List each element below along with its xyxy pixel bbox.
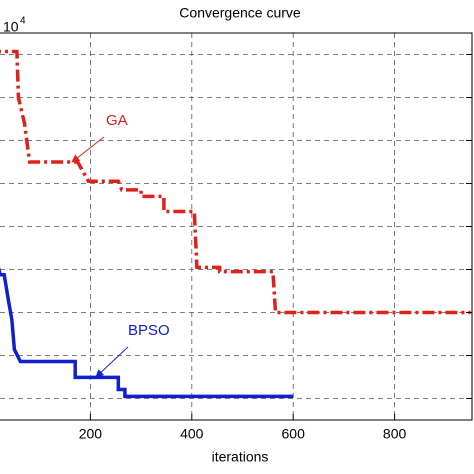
x-tick-label: 400	[180, 426, 204, 442]
annotation-arrow	[71, 136, 105, 163]
y-multiplier-exponent: 4	[20, 16, 26, 27]
x-tick-label: 200	[79, 426, 103, 442]
x-tick-label: 800	[383, 426, 407, 442]
series-annotation: BPSO	[128, 322, 170, 339]
y-multiplier-base: 10	[3, 19, 19, 35]
series-annotation: GA	[106, 112, 128, 129]
series-line	[0, 266, 294, 399]
x-tick-label: 600	[282, 426, 306, 442]
plot-area	[0, 33, 472, 420]
chart-title: Convergence curve	[179, 5, 301, 21]
x-axis-label: iterations	[212, 449, 269, 465]
annotation-arrow	[95, 346, 129, 378]
series-line	[0, 49, 471, 315]
